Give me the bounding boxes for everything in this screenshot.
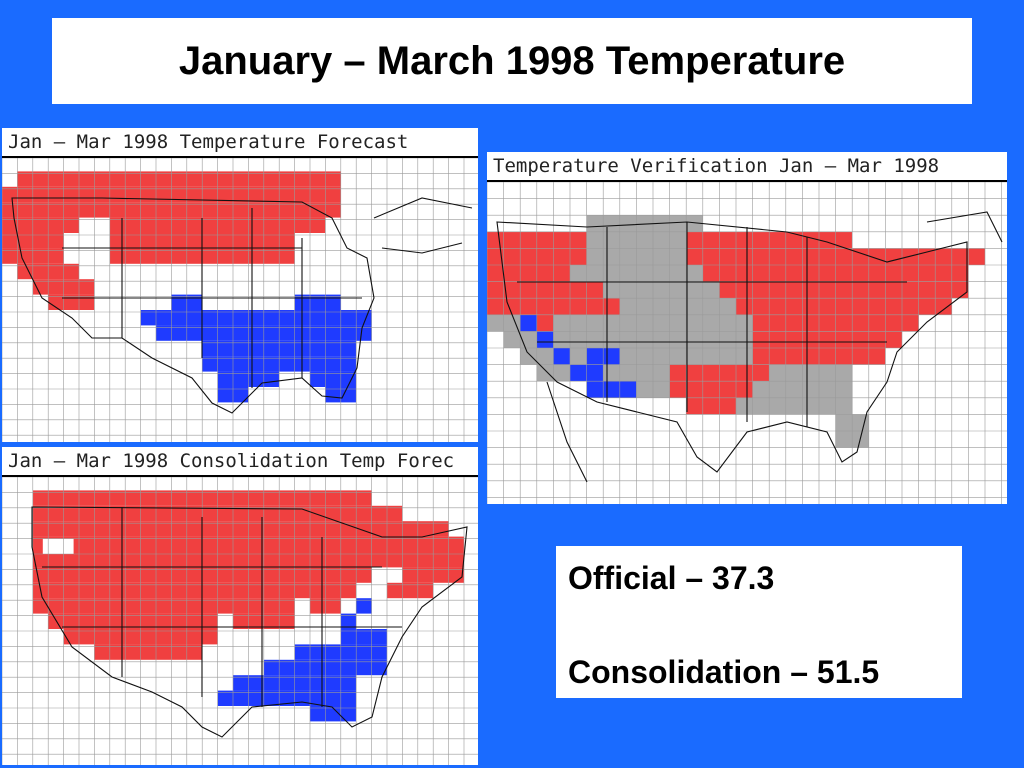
forecast-map-panel: Jan – Mar 1998 Temperature Forecast <box>2 128 478 442</box>
us-outline <box>11 197 375 414</box>
consolidation-map-title: Jan – Mar 1998 Consolidation Temp Forec <box>2 447 478 477</box>
above-normal-area-cell <box>736 298 952 315</box>
near-normal-area-cell <box>503 331 753 348</box>
near-normal-area-cell <box>736 397 853 415</box>
near-normal-area-cell <box>619 298 736 315</box>
below-normal-area-cell <box>586 381 637 398</box>
us-outline <box>31 506 468 738</box>
verification-map-title: Temperature Verification Jan – Mar 1998 <box>487 152 1007 182</box>
near-normal-area-cell <box>603 281 720 299</box>
below-normal-area-cell <box>520 314 537 332</box>
above-normal-area-cell <box>94 644 203 660</box>
below-normal-area-cell <box>310 706 357 722</box>
above-normal-area-cell <box>752 331 902 348</box>
below-normal-area-cell <box>536 331 554 348</box>
above-normal-area-cell <box>32 521 449 537</box>
coast-lines <box>373 197 473 254</box>
consolidation-map-panel: Jan – Mar 1998 Consolidation Temp Forec <box>2 447 478 765</box>
above-normal-area-cell <box>487 281 604 299</box>
below-normal-area-cell <box>140 310 372 326</box>
slide-title-box: January – March 1998 Temperature <box>52 18 972 104</box>
near-normal-area-cell <box>769 364 853 382</box>
below-normal-area-cell <box>310 371 357 387</box>
above-normal-area-cell <box>32 582 357 599</box>
us-outline <box>496 221 968 473</box>
slide-title: January – March 1998 Temperature <box>178 38 846 83</box>
verification-map <box>487 182 1007 504</box>
coast-lines <box>546 211 1003 483</box>
near-normal-area-cell <box>586 215 703 232</box>
above-normal-area-cell <box>32 598 295 614</box>
score-box: Official – 37.3 Consolidation – 51.5 <box>556 546 962 698</box>
verification-map-panel: Temperature Verification Jan – Mar 1998 <box>487 152 1007 504</box>
state-lines <box>42 507 402 707</box>
above-normal-area-cell <box>686 397 736 415</box>
forecast-map <box>2 158 478 442</box>
below-normal-area-cell <box>340 629 387 645</box>
consolidation-map <box>2 477 478 765</box>
above-normal-area-cell <box>387 582 434 599</box>
below-normal-area-cell <box>553 348 570 365</box>
below-normal-area-cell <box>340 613 357 629</box>
above-normal-area-cell <box>669 381 753 398</box>
below-normal-area-cell <box>356 598 372 614</box>
forecast-map-title: Jan – Mar 1998 Temperature Forecast <box>2 128 478 158</box>
above-normal-area-cell <box>2 217 79 233</box>
below-normal-area <box>140 294 372 403</box>
no-forecast-cell <box>42 538 74 554</box>
above-normal-area-cell <box>719 281 969 299</box>
official-score: Official – 37.3 <box>568 560 775 596</box>
above-normal-area-cell <box>487 265 570 282</box>
consolidation-score: Consolidation – 51.5 <box>568 654 880 690</box>
grid-lines <box>2 477 478 765</box>
above-normal-area-cell <box>48 613 218 629</box>
grid-lines <box>2 158 478 442</box>
above-normal-area-cell <box>17 171 341 187</box>
state-lines <box>62 208 362 388</box>
state-lines <box>517 222 907 427</box>
above-normal-area-cell <box>48 294 95 310</box>
